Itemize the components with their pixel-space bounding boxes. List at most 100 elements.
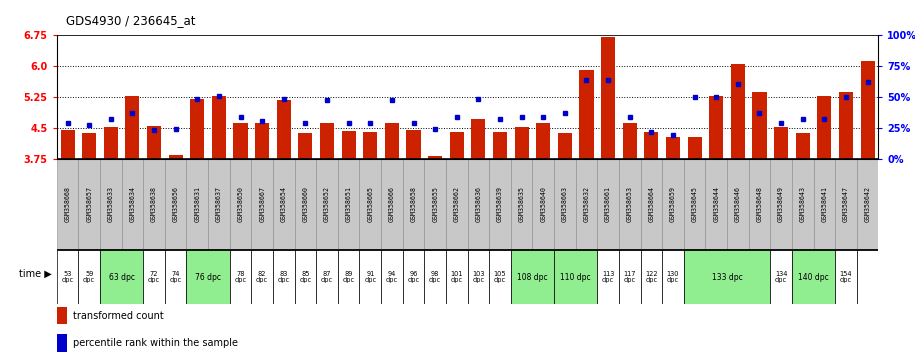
Text: GSM358648: GSM358648 (757, 187, 762, 222)
Bar (684, 250, 770, 304)
Bar (727, 159, 748, 250)
Bar (619, 159, 640, 250)
Bar (165, 250, 187, 304)
Bar (554, 159, 576, 250)
Bar (317, 159, 338, 250)
Bar (446, 159, 468, 250)
Text: GSM358661: GSM358661 (605, 187, 611, 222)
Text: 59
dpc: 59 dpc (83, 271, 95, 283)
Bar (490, 250, 511, 304)
Text: GSM358662: GSM358662 (454, 187, 459, 222)
Text: GSM358636: GSM358636 (476, 187, 481, 222)
Text: 140 dpc: 140 dpc (798, 273, 829, 281)
Bar (514, 127, 529, 159)
Text: 89
dpc: 89 dpc (342, 271, 355, 283)
Text: GSM358666: GSM358666 (389, 187, 395, 222)
Bar (662, 250, 684, 304)
Bar (468, 250, 490, 304)
Bar (425, 250, 446, 304)
Bar (623, 123, 637, 159)
Bar (511, 159, 533, 250)
Text: GSM358635: GSM358635 (519, 187, 524, 222)
Bar (705, 159, 727, 250)
Text: 83
dpc: 83 dpc (278, 271, 290, 283)
Bar (82, 133, 96, 159)
Bar (147, 126, 161, 159)
Bar (791, 159, 813, 250)
Text: 85
dpc: 85 dpc (299, 271, 311, 283)
Bar (446, 250, 468, 304)
Bar (168, 155, 183, 159)
Bar (817, 96, 832, 159)
Bar (252, 159, 273, 250)
Text: 87
dpc: 87 dpc (321, 271, 333, 283)
Bar (835, 250, 856, 304)
Bar (338, 159, 360, 250)
Bar (57, 250, 79, 304)
Text: GSM358641: GSM358641 (822, 187, 827, 222)
Bar (576, 159, 597, 250)
Bar (103, 127, 118, 159)
Bar (341, 131, 356, 159)
Text: 134
dpc: 134 dpc (775, 271, 787, 283)
Bar (403, 159, 425, 250)
Text: GSM358634: GSM358634 (129, 187, 135, 222)
Bar (709, 96, 723, 159)
Bar (748, 159, 770, 250)
Text: 91
dpc: 91 dpc (364, 271, 376, 283)
Bar (644, 132, 659, 159)
Bar (493, 132, 507, 159)
Bar (640, 159, 662, 250)
Text: GSM358659: GSM358659 (670, 187, 676, 222)
Bar (187, 250, 230, 304)
Text: GSM358658: GSM358658 (411, 187, 416, 222)
Bar (255, 123, 269, 159)
Text: GSM358646: GSM358646 (735, 187, 741, 222)
Text: GSM358654: GSM358654 (281, 187, 286, 222)
Text: 110 dpc: 110 dpc (560, 273, 591, 281)
Bar (190, 98, 204, 159)
Bar (428, 156, 442, 159)
Bar (273, 159, 295, 250)
Text: 108 dpc: 108 dpc (517, 273, 548, 281)
Bar (597, 159, 619, 250)
Text: GSM358647: GSM358647 (843, 187, 849, 222)
Bar (684, 159, 705, 250)
Bar (125, 96, 139, 159)
Bar (360, 250, 381, 304)
Text: 82
dpc: 82 dpc (256, 271, 268, 283)
Text: 96
dpc: 96 dpc (407, 271, 420, 283)
Bar (425, 159, 446, 250)
Bar (79, 250, 100, 304)
Bar (731, 64, 745, 159)
Bar (100, 159, 122, 250)
Text: GSM358655: GSM358655 (432, 187, 438, 222)
Bar (363, 132, 377, 159)
Text: GSM358665: GSM358665 (367, 187, 373, 222)
Text: GSM358640: GSM358640 (540, 187, 546, 222)
Bar (233, 123, 248, 159)
Bar (406, 130, 421, 159)
Text: 63 dpc: 63 dpc (109, 273, 135, 281)
Text: GSM358631: GSM358631 (194, 187, 200, 222)
Text: 105
dpc: 105 dpc (494, 271, 506, 283)
Bar (79, 159, 100, 250)
Bar (601, 37, 615, 159)
Bar (450, 132, 464, 159)
Text: 130
dpc: 130 dpc (667, 271, 679, 283)
Text: GSM358650: GSM358650 (238, 187, 243, 222)
Bar (770, 159, 791, 250)
Text: 113
dpc: 113 dpc (602, 271, 614, 283)
Text: GSM358663: GSM358663 (562, 187, 568, 222)
Bar (230, 250, 252, 304)
Text: 74
dpc: 74 dpc (169, 271, 182, 283)
Bar (640, 250, 662, 304)
Text: 72
dpc: 72 dpc (148, 271, 160, 283)
Bar (558, 133, 572, 159)
Bar (839, 92, 853, 159)
Text: GSM358664: GSM358664 (649, 187, 654, 222)
Bar (791, 250, 835, 304)
Text: GSM358652: GSM358652 (324, 187, 330, 222)
Text: GSM358656: GSM358656 (173, 187, 178, 222)
Bar (230, 159, 252, 250)
